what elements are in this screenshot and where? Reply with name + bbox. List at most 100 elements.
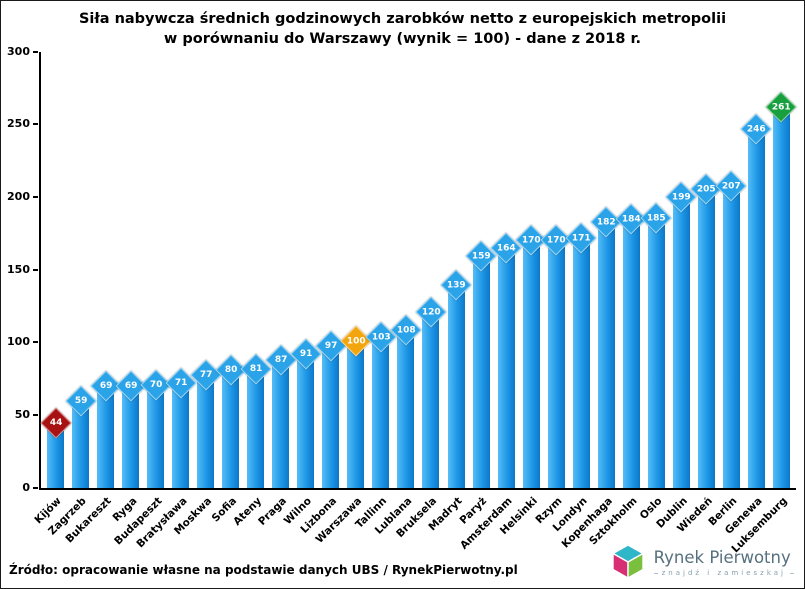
y-tick-label: 200 bbox=[7, 189, 30, 203]
bar-slot-19: 170 bbox=[515, 223, 547, 488]
value-label: 120 bbox=[421, 307, 441, 318]
value-label: 185 bbox=[646, 212, 666, 223]
value-label: 70 bbox=[149, 379, 162, 390]
logo: Rynek Pierwotny znajdź i zamieszkaj bbox=[610, 543, 794, 583]
bar bbox=[522, 240, 540, 488]
bar-slot-24: 185 bbox=[640, 202, 672, 488]
bar bbox=[147, 385, 165, 488]
value-marker: 97 bbox=[315, 330, 347, 362]
bar bbox=[97, 387, 115, 488]
value-label: 69 bbox=[124, 381, 137, 392]
value-label: 164 bbox=[496, 243, 516, 254]
value-marker: 207 bbox=[715, 170, 747, 202]
value-marker: 103 bbox=[365, 321, 397, 353]
bar bbox=[372, 337, 390, 488]
value-label: 91 bbox=[299, 349, 313, 360]
value-marker: 44 bbox=[39, 407, 72, 439]
bar-slot-8: 81 bbox=[240, 353, 272, 488]
bar-slot-7: 80 bbox=[215, 354, 247, 488]
value-label: 170 bbox=[521, 234, 541, 245]
bar-slot-4: 70 bbox=[140, 369, 172, 488]
value-label: 171 bbox=[571, 233, 591, 244]
value-label: 207 bbox=[721, 180, 741, 191]
bar bbox=[172, 384, 190, 488]
bar bbox=[272, 361, 290, 488]
value-marker: 171 bbox=[565, 222, 597, 254]
bar-slot-9: 87 bbox=[265, 344, 297, 488]
y-tick-label: 150 bbox=[7, 262, 30, 276]
value-marker: 120 bbox=[415, 296, 447, 328]
y-tick-label: 100 bbox=[7, 335, 30, 349]
value-marker: 59 bbox=[64, 385, 97, 417]
bar bbox=[547, 240, 565, 488]
bar bbox=[647, 218, 665, 488]
value-label: 71 bbox=[174, 378, 187, 389]
value-label: 100 bbox=[346, 336, 366, 347]
value-label: 205 bbox=[696, 183, 716, 194]
value-label: 59 bbox=[74, 395, 87, 406]
plot-area: 44 59 69 69 70 71 77 80 81 87 91 97 100 103 108 120 139 1… bbox=[33, 51, 797, 555]
bar-slot-21: 171 bbox=[565, 222, 597, 488]
bar-slot-18: 164 bbox=[490, 232, 522, 488]
value-label: 261 bbox=[772, 102, 791, 113]
bar bbox=[47, 423, 65, 488]
value-marker: 100 bbox=[340, 325, 372, 357]
bar bbox=[772, 108, 790, 488]
bar bbox=[597, 223, 615, 488]
chart-title-line2: w porównaniu do Warszawy (wynik = 100) -… bbox=[163, 31, 642, 48]
logo-name: Rynek Pierwotny bbox=[653, 547, 791, 567]
value-marker: 108 bbox=[390, 314, 422, 346]
value-label: 44 bbox=[49, 417, 62, 428]
bar-slot-3: 69 bbox=[115, 370, 147, 488]
bar bbox=[472, 256, 490, 488]
bar-chart: 0 50 100 150 200 250 300 44 59 69 69 70 71 77 80 81 87 9… bbox=[1, 45, 804, 555]
value-marker: 246 bbox=[740, 113, 772, 145]
bar-slot-23: 184 bbox=[615, 203, 647, 488]
bar-slot-13: 103 bbox=[365, 321, 397, 488]
value-marker: 185 bbox=[640, 202, 672, 234]
value-label: 80 bbox=[224, 365, 237, 376]
value-label: 87 bbox=[274, 355, 288, 366]
value-marker: 182 bbox=[590, 206, 622, 238]
bar-slot-20: 170 bbox=[540, 223, 572, 488]
bar-slot-2: 69 bbox=[90, 370, 122, 488]
y-tick-label: 300 bbox=[7, 44, 30, 58]
footer: Źródło: opracowanie własne na podstawie … bbox=[9, 543, 794, 583]
y-tick-label: 0 bbox=[22, 480, 30, 494]
y-axis: 0 50 100 150 200 250 300 bbox=[5, 45, 39, 494]
value-label: 159 bbox=[471, 250, 491, 261]
bar bbox=[297, 355, 315, 488]
bars-container: 44 59 69 69 70 71 77 80 81 87 91 97 100 103 108 120 139 1… bbox=[39, 52, 797, 488]
bar bbox=[247, 369, 265, 488]
bar bbox=[222, 371, 240, 488]
value-label: 139 bbox=[446, 279, 466, 290]
value-marker: 87 bbox=[265, 344, 297, 376]
bar bbox=[197, 375, 215, 488]
bar-slot-26: 205 bbox=[690, 173, 722, 488]
value-marker: 77 bbox=[190, 359, 222, 391]
bar bbox=[622, 220, 640, 488]
value-marker: 139 bbox=[440, 269, 472, 301]
value-marker: 261 bbox=[765, 91, 797, 123]
bar bbox=[447, 285, 465, 488]
bar-slot-17: 159 bbox=[465, 239, 497, 488]
bar-slot-1: 59 bbox=[64, 385, 97, 488]
bar-slot-25: 199 bbox=[665, 181, 697, 488]
bar bbox=[672, 198, 690, 488]
value-label: 246 bbox=[746, 124, 766, 135]
source-note: Źródło: opracowanie własne na podstawie … bbox=[9, 563, 518, 577]
value-label: 69 bbox=[99, 381, 112, 392]
bar-slot-16: 139 bbox=[440, 269, 472, 488]
bar-slot-28: 246 bbox=[740, 113, 772, 488]
bar-slot-22: 182 bbox=[590, 206, 622, 488]
bar-slot-15: 120 bbox=[415, 296, 447, 488]
bar bbox=[122, 387, 140, 488]
bar bbox=[347, 342, 365, 488]
bar bbox=[572, 239, 590, 488]
bar bbox=[697, 189, 715, 488]
logo-text: Rynek Pierwotny znajdź i zamieszkaj bbox=[653, 547, 794, 577]
bar-slot-14: 108 bbox=[390, 314, 422, 488]
bar-slot-10: 91 bbox=[290, 338, 322, 488]
value-label: 199 bbox=[671, 192, 691, 203]
